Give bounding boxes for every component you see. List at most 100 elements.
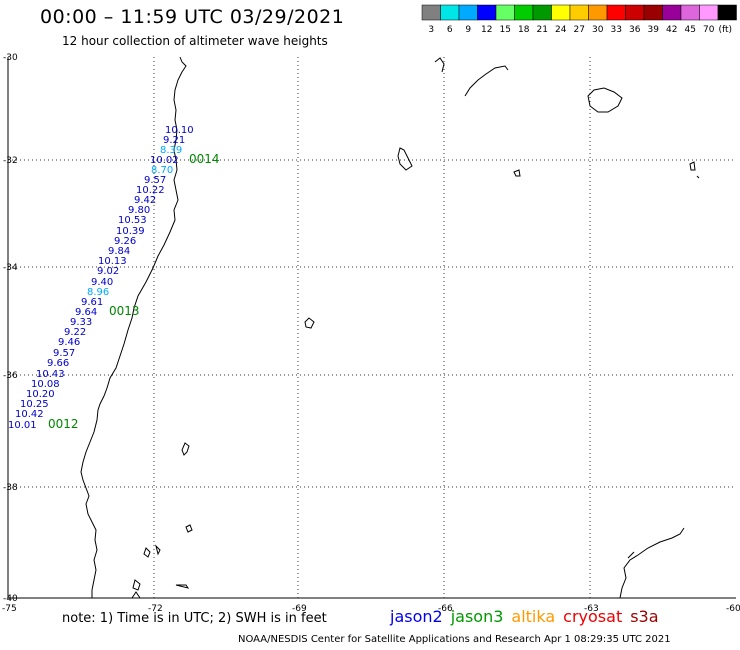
wave-height-label: 10.22: [136, 185, 165, 196]
colorbar-swatch: [625, 4, 645, 21]
wave-height-label: 10.42: [15, 409, 44, 420]
colorbar-swatch: [440, 4, 460, 21]
longitude-label: -75: [2, 604, 17, 614]
note-text: note: 1) Time is in UTC; 2) SWH is in fe…: [62, 611, 327, 626]
colorbar-swatch: [717, 4, 737, 21]
colorbar-swatch: [551, 4, 571, 21]
wave-height-label: 10.25: [20, 399, 49, 410]
graticule: [8, 57, 736, 598]
colorbar-swatch: [662, 4, 682, 21]
wave-height-label: 9.26: [114, 236, 136, 247]
colorbar-label: 18: [518, 25, 530, 35]
mission-legend: jason2 jason3 altika cryosat s3a: [390, 607, 667, 626]
wave-height-label: 9.40: [91, 277, 113, 288]
longitude-label: -66: [438, 604, 453, 614]
coastline-argentina-south: [619, 527, 685, 599]
colorbar-label: 21: [537, 25, 548, 35]
longitude-label: -69: [292, 604, 307, 614]
colorbar-label: 39: [648, 25, 660, 35]
colorbar-swatch: [606, 4, 626, 21]
colorbar-label: 15: [500, 25, 511, 35]
wave-height-label: 9.22: [64, 327, 86, 338]
mission-jason3: jason3: [450, 607, 504, 626]
wave-height-label: 10.53: [118, 215, 147, 226]
island-juan-fernandez-b: [181, 442, 190, 456]
map-title: 00:00 – 11:59 UTC 03/29/2021: [40, 6, 345, 28]
latitude-label: -30: [3, 53, 18, 63]
wave-height-label: 9.61: [81, 297, 103, 308]
wave-height-label: 9.64: [75, 307, 97, 318]
coastline-argentina-north: [434, 57, 509, 97]
mission-altika: altika: [511, 607, 556, 626]
island-juan-fernandez-a: [304, 317, 315, 329]
colorbar-label: 42: [666, 25, 677, 35]
mission-cryosat: cryosat: [563, 607, 623, 626]
wave-height-label: 10.13: [98, 256, 127, 267]
colorbar-label: 9: [465, 25, 471, 35]
longitude-label: -60: [726, 604, 740, 614]
colorbar-label: 30: [592, 25, 604, 35]
latitude-label: -40: [3, 594, 18, 604]
longitude-label: -63: [584, 604, 599, 614]
mission-jason2: jason2: [390, 607, 443, 626]
coast-feature-f: [513, 169, 521, 177]
footer-credit: NOAA/NESDIS Center for Satellite Applica…: [238, 634, 671, 645]
peninsula-valdes: [587, 87, 623, 113]
colorbar-label: (ft): [718, 25, 732, 35]
colorbar-label: 12: [481, 25, 492, 35]
map-subtitle: 12 hour collection of altimeter wave hei…: [62, 34, 328, 48]
latitude-label: -38: [3, 483, 18, 493]
wave-height-label: 10.39: [116, 226, 145, 237]
colorbar-swatch: [514, 4, 534, 21]
mission-s3a: s3a: [630, 607, 659, 626]
wave-height-label: 9.66: [47, 358, 69, 369]
time-label: 0014: [189, 152, 220, 166]
colorbar-swatch: [421, 4, 441, 21]
coastline-chile: [80, 56, 187, 598]
colorbar-label: 3: [428, 25, 434, 35]
wave-height-label: 8.96: [87, 287, 109, 298]
wave-height-label: 10.02: [150, 155, 179, 166]
colorbar-swatch: [477, 4, 497, 21]
time-label: 0012: [48, 417, 79, 431]
colorbar-label: 45: [685, 25, 696, 35]
colorbar-swatch: [495, 4, 515, 21]
wave-height-label: 10.20: [26, 389, 55, 400]
colorbar-swatch: [699, 4, 719, 21]
latitude-label: -34: [3, 263, 18, 273]
colorbar-swatch: [643, 4, 663, 21]
wave-height-label: 10.10: [165, 125, 194, 136]
colorbar-swatch: [532, 4, 552, 21]
colorbar-swatch: [569, 4, 589, 21]
time-label: 0013: [109, 304, 140, 318]
coast-feature-g: [689, 161, 700, 179]
colorbar-swatch: [588, 4, 608, 21]
wave-height-label: 9.42: [134, 195, 156, 206]
wave-height-label: 10.01: [8, 420, 37, 431]
wave-height-label: 10.08: [31, 379, 60, 390]
wave-height-label: 9.33: [70, 317, 92, 328]
latitude-label: -36: [3, 371, 18, 381]
wave-height-label: 9.80: [128, 205, 150, 216]
wave-height-label: 9.84: [108, 246, 130, 257]
wave-height-label: 9.02: [97, 266, 119, 277]
colorbar-label: 6: [447, 25, 453, 35]
island-small-c: [185, 524, 193, 533]
colorbar-label: 33: [611, 25, 622, 35]
wave-height-colorbar: 3 6 9 12 15 18 21 24 27 30 33 36 39 42 45 70 (ft): [421, 4, 737, 35]
colorbar-swatch: [680, 4, 700, 21]
colorbar-label: 24: [555, 25, 567, 35]
colorbar-label: 36: [629, 25, 641, 35]
wave-height-label: 10.43: [36, 369, 65, 380]
colorbar-swatch: [458, 4, 478, 21]
colorbar-label: 70: [703, 25, 715, 35]
longitude-label: -72: [148, 604, 163, 614]
wave-height-label: 8.39: [160, 145, 182, 156]
wave-height-label: 9.57: [144, 175, 166, 186]
latitude-label: -32: [3, 156, 18, 166]
coast-feature-e: [397, 147, 413, 171]
wave-height-label: 9.46: [58, 337, 80, 348]
chiloe-fragments: [131, 544, 190, 599]
colorbar-label: 27: [574, 25, 585, 35]
